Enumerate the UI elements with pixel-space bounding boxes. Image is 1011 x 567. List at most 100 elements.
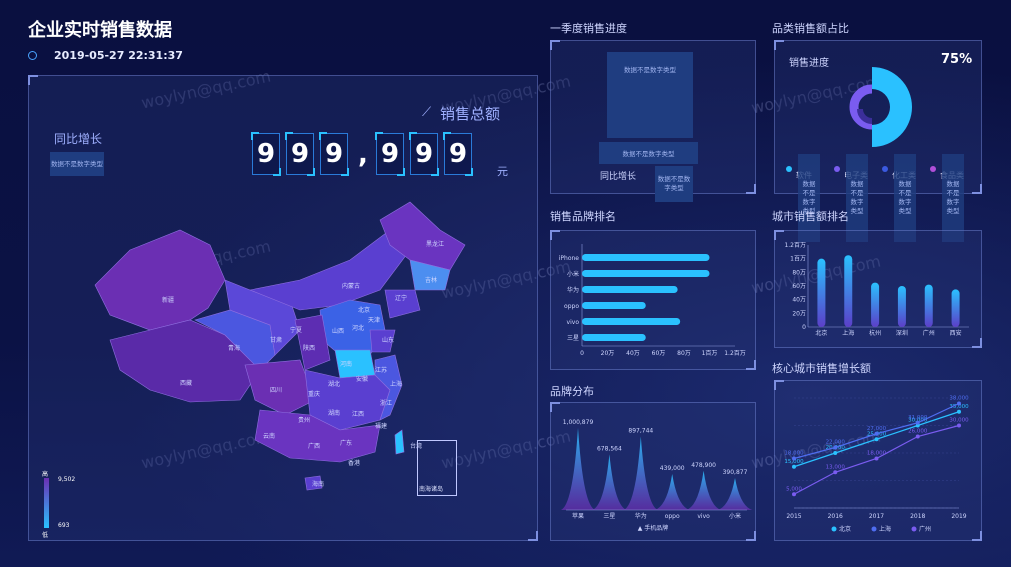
- data-label: 15,000: [784, 459, 804, 465]
- data-label: 897,744: [628, 427, 653, 434]
- brand-rank-panel: [550, 230, 756, 370]
- tick-label: 2016: [828, 513, 843, 520]
- data-label: 22,000: [826, 440, 846, 446]
- tick-label: 1百万: [702, 350, 718, 357]
- data-label: 5,000: [786, 486, 802, 492]
- legend-gradient: [44, 478, 49, 528]
- data-label: 13,000: [826, 464, 846, 470]
- province-label: 青海: [228, 344, 240, 352]
- category-label: iPhone: [559, 255, 580, 262]
- category-progress-label: 销售进度: [789, 58, 829, 69]
- bar: [582, 302, 646, 309]
- bar: [582, 334, 646, 341]
- province-label: 辽宁: [395, 294, 407, 302]
- yoy-nodata: 数据不是数字类型: [50, 152, 104, 176]
- legend-nodata: 数据不是数字类型: [846, 154, 868, 242]
- tick-label: 80万: [792, 269, 806, 276]
- tick-label: 0: [802, 324, 806, 331]
- legend-nodata: 数据不是数字类型: [798, 154, 820, 242]
- quarter-nodata-2: 数据不是数字类型: [599, 142, 698, 164]
- legend-label: 上海: [879, 525, 891, 533]
- area-peak: [560, 428, 596, 510]
- data-point: [874, 437, 879, 442]
- tick-label: 2018: [910, 513, 925, 520]
- data-point: [957, 409, 961, 414]
- counter-digit: 9: [375, 132, 405, 176]
- tick-label: 1.2百万: [724, 350, 746, 357]
- tick-label: 2017: [869, 513, 884, 520]
- brand-dist-title: 品牌分布: [550, 385, 594, 398]
- province-neimenggu[interactable]: [248, 229, 411, 311]
- province-label: 贵州: [298, 416, 310, 424]
- province-taiwan[interactable]: [394, 429, 405, 455]
- unit-label: 元: [497, 165, 508, 178]
- province-label: 吉林: [425, 276, 437, 284]
- province-hainan[interactable]: [304, 475, 323, 491]
- tick-label: 0: [580, 350, 584, 357]
- yoy-label: 同比增长: [54, 132, 103, 146]
- data-label: 18,000: [784, 451, 804, 457]
- legend-dot: [834, 166, 840, 172]
- legend-dot: [831, 526, 837, 532]
- legend-dot: [911, 526, 917, 532]
- area-peak: [686, 470, 721, 510]
- data-label: 478,900: [691, 462, 716, 469]
- counter-digit: 9: [409, 132, 439, 176]
- province-label: 黑龙江: [426, 240, 444, 248]
- province-shaanxi[interactable]: [294, 314, 331, 371]
- quarter-title: 一季度销售进度: [550, 22, 627, 35]
- province-label: 山东: [382, 336, 394, 344]
- category-donut: [849, 67, 912, 147]
- province-liaoning[interactable]: [384, 289, 421, 319]
- bar: [871, 282, 880, 327]
- datetime: 2019-05-27 22:31:37: [54, 49, 183, 62]
- category-label: 广州: [923, 329, 935, 337]
- category-label: 西安: [950, 329, 962, 337]
- data-label: 31,000: [908, 415, 928, 421]
- province-label: 湖北: [328, 380, 340, 388]
- province-label: 甘肃: [270, 336, 282, 344]
- data-point: [874, 456, 879, 461]
- bar: [951, 289, 960, 327]
- province-xizang[interactable]: [109, 319, 261, 403]
- data-label: 678,564: [597, 445, 622, 452]
- tick-label: 40万: [626, 350, 640, 357]
- data-label: 30,000: [908, 418, 928, 424]
- province-label: 四川: [270, 387, 282, 394]
- bar: [582, 254, 710, 261]
- tick-label: 20万: [601, 350, 615, 357]
- tick-label: 1百万: [790, 256, 806, 263]
- data-label: 1,000,879: [563, 419, 594, 426]
- south-sea-inset: [417, 440, 457, 496]
- tick-label: 1.2百万: [784, 242, 806, 249]
- category-label: 苹果: [572, 512, 584, 520]
- bar: [844, 255, 853, 327]
- category-label: 三星: [567, 335, 579, 342]
- province-label: 安徽: [356, 375, 368, 383]
- province-xinjiang[interactable]: [94, 229, 226, 331]
- category-label: 三星: [603, 513, 615, 520]
- province-shandong[interactable]: [369, 329, 396, 353]
- data-label: 27,000: [867, 426, 887, 432]
- province-south[interactable]: [254, 409, 381, 463]
- category-label: 华为: [635, 512, 647, 520]
- data-point: [833, 451, 838, 455]
- province-label: 重庆: [308, 390, 320, 398]
- category-title: 品类销售额占比: [772, 22, 849, 35]
- province-heilongjiang[interactable]: [379, 201, 466, 271]
- data-point: [915, 420, 920, 425]
- data-point: [915, 434, 920, 439]
- counter-digit: 9: [251, 132, 281, 176]
- clock-icon: [28, 51, 37, 60]
- south-sea-label: 南海诸岛: [419, 486, 444, 493]
- data-point: [833, 470, 838, 475]
- city-growth-panel: [774, 380, 982, 541]
- counter-digit: 9: [285, 132, 315, 176]
- province-jilin[interactable]: [409, 259, 451, 291]
- province-label: 西藏: [180, 379, 192, 387]
- bar: [582, 318, 681, 325]
- province-sichuan[interactable]: [244, 359, 316, 416]
- province-east[interactable]: [374, 354, 403, 421]
